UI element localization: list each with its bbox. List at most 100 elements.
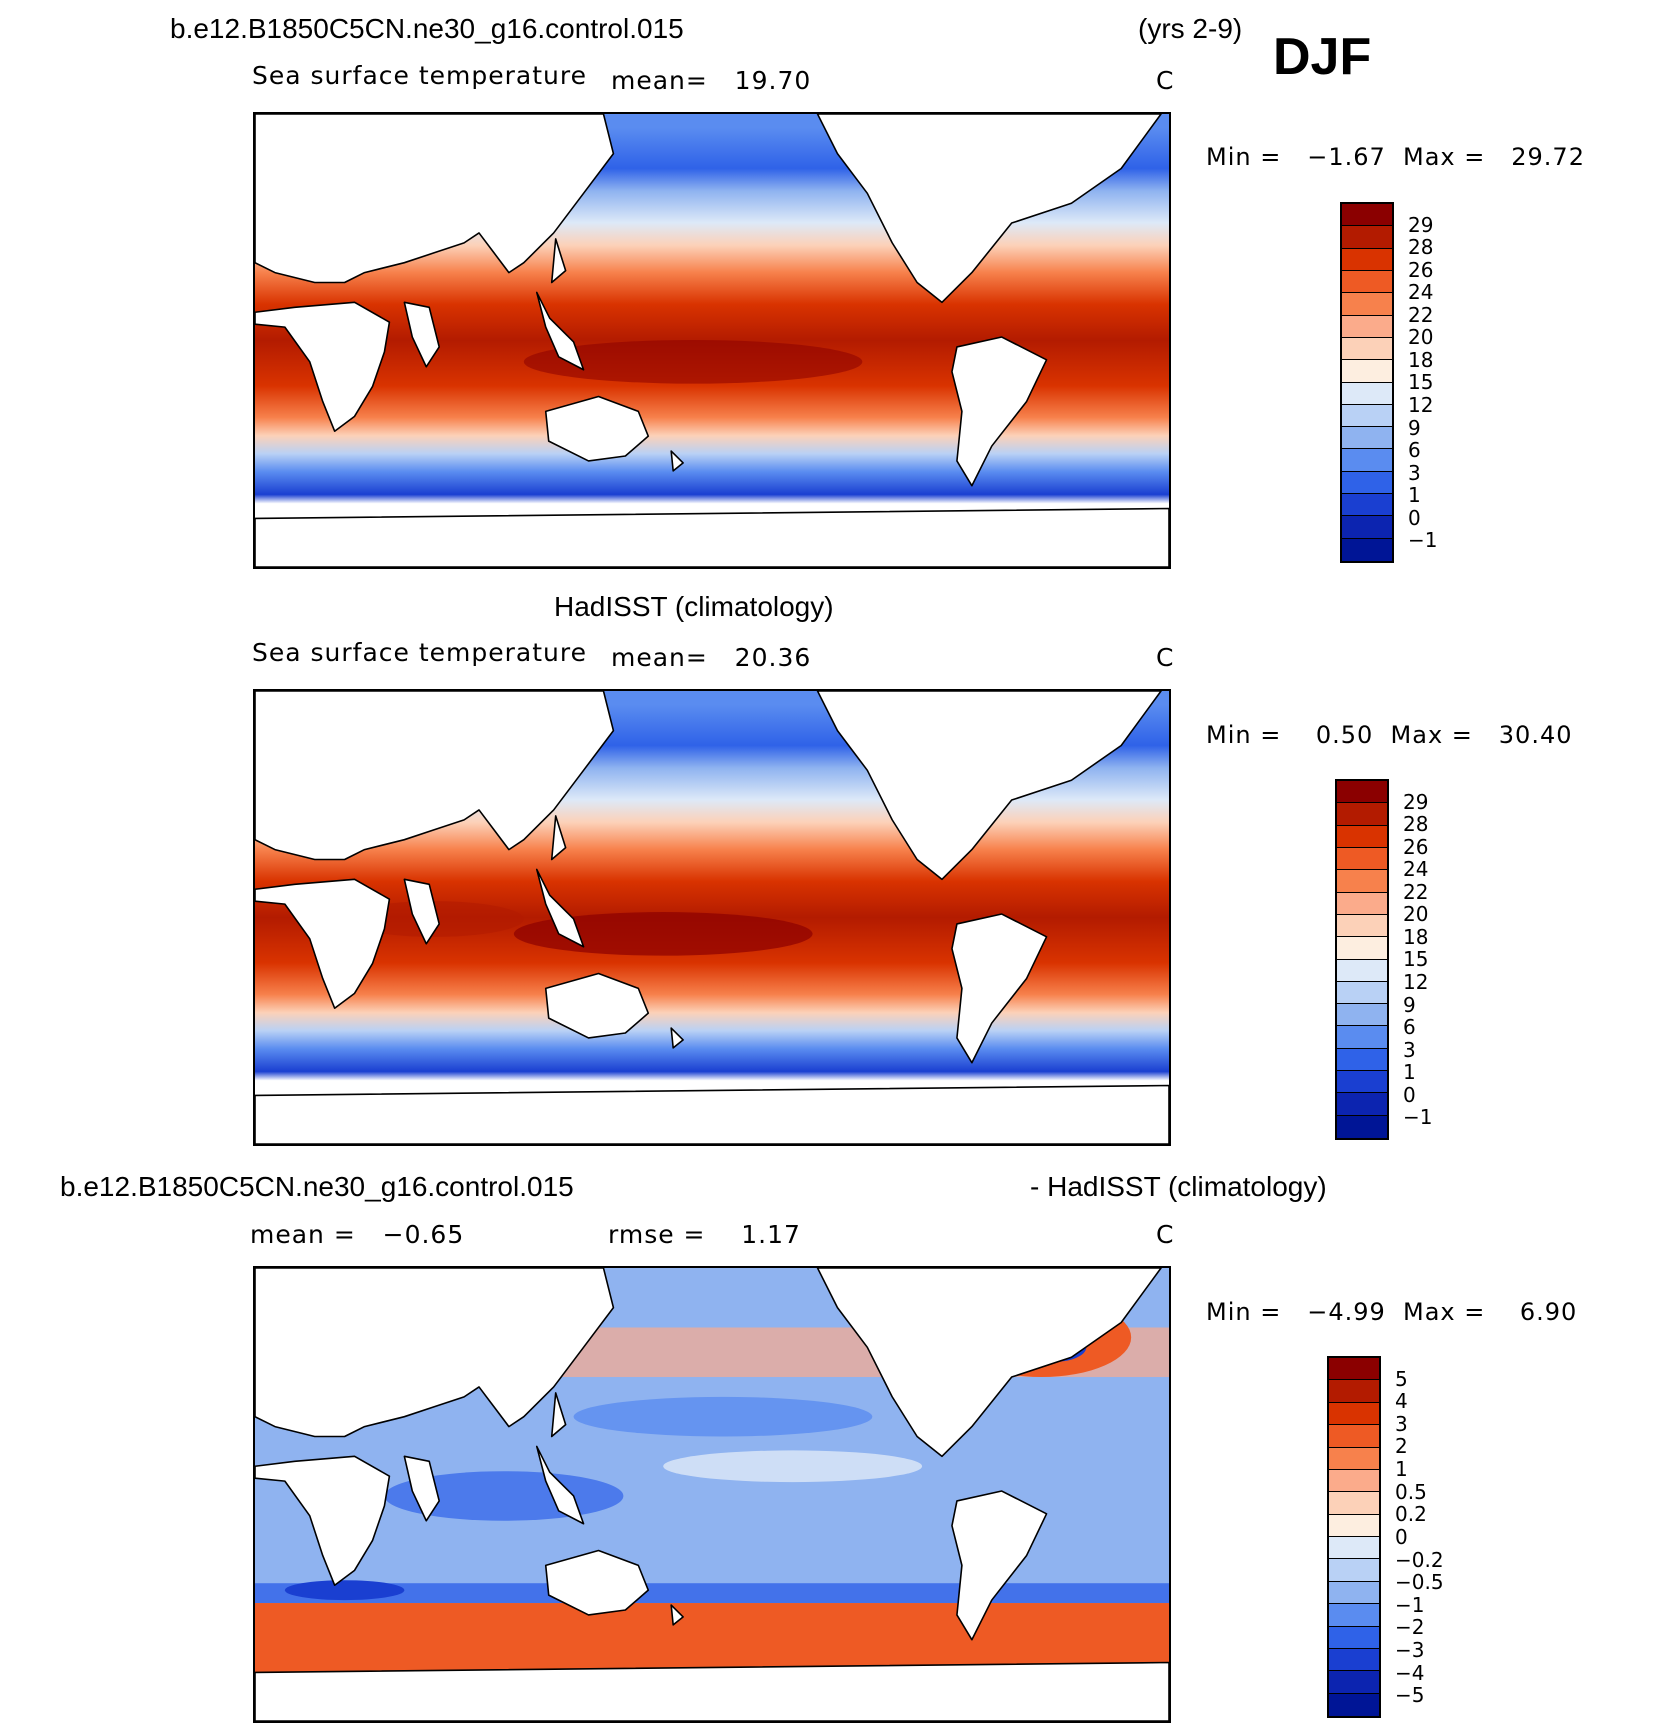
colorbar-swatch (1337, 914, 1387, 938)
colorbar-label: 6 (1403, 1015, 1416, 1040)
colorbar-label: 0 (1408, 505, 1421, 530)
colorbar-swatch (1329, 1648, 1379, 1672)
panel3-colorbar (1327, 1356, 1381, 1718)
colorbar-swatch (1342, 293, 1392, 316)
colorbar-label: 1 (1403, 1060, 1416, 1085)
colorbar-label: 24 (1403, 857, 1429, 882)
colorbar-label: −5 (1395, 1683, 1425, 1708)
colorbar-swatch (1342, 404, 1392, 428)
colorbar-swatch (1329, 1447, 1379, 1470)
panel1-variable: Sea surface temperature (252, 61, 587, 90)
colorbar-swatch (1329, 1425, 1379, 1448)
colorbar-swatch (1342, 204, 1392, 227)
colorbar-swatch (1337, 937, 1387, 960)
colorbar-label: 0.5 (1395, 1479, 1427, 1504)
colorbar-swatch (1342, 471, 1392, 495)
colorbar-label: 15 (1408, 370, 1434, 395)
colorbar-label: 20 (1403, 902, 1429, 927)
colorbar-label: 1 (1408, 483, 1421, 508)
colorbar-swatch (1337, 1093, 1387, 1116)
colorbar-swatch (1342, 248, 1392, 271)
colorbar-label: 5 (1395, 1366, 1408, 1391)
colorbar-label: 15 (1403, 947, 1429, 972)
panel2-map-svg (255, 691, 1169, 1144)
colorbar-swatch (1337, 781, 1387, 804)
panel3-title-right: - HadISST (climatology) (1030, 1171, 1327, 1202)
colorbar-label: 29 (1408, 212, 1434, 237)
colorbar-label: −4 (1395, 1660, 1425, 1685)
panel1-units: C (1156, 66, 1175, 95)
colorbar-swatch (1329, 1380, 1379, 1403)
panel2-mean: mean= 20.36 (611, 643, 812, 672)
colorbar-label: 1 (1395, 1457, 1408, 1481)
colorbar-label: −3 (1395, 1638, 1425, 1662)
panel3-rmse: rmse = 1.17 (608, 1220, 801, 1249)
colorbar-swatch (1337, 1048, 1387, 1072)
colorbar-swatch (1329, 1693, 1379, 1716)
panel1-map-svg (255, 114, 1169, 567)
colorbar-swatch (1342, 538, 1392, 561)
colorbar-label: 28 (1403, 812, 1429, 837)
colorbar-swatch (1337, 825, 1387, 848)
colorbar-swatch (1329, 1626, 1379, 1649)
panel2-title: HadISST (climatology) (554, 591, 834, 622)
colorbar-swatch (1342, 516, 1392, 539)
colorbar-label: 0.2 (1395, 1502, 1427, 1527)
panel2-units: C (1156, 643, 1175, 672)
panel1-colorbar (1340, 202, 1394, 563)
panel3-map-svg (255, 1268, 1169, 1721)
colorbar-swatch (1337, 892, 1387, 915)
panel3-title-left: b.e12.B1850C5CN.ne30_g16.control.015 (60, 1171, 574, 1202)
colorbar-swatch (1329, 1559, 1379, 1582)
colorbar-label: 20 (1408, 325, 1434, 350)
colorbar-label: 22 (1408, 302, 1434, 327)
colorbar-label: −0.2 (1395, 1547, 1444, 1572)
panel2-colorbar (1335, 779, 1389, 1140)
colorbar-swatch (1337, 1026, 1387, 1049)
colorbar-label: 26 (1408, 257, 1434, 282)
colorbar-swatch (1329, 1581, 1379, 1605)
colorbar-swatch (1342, 494, 1392, 517)
colorbar-label: 4 (1395, 1389, 1408, 1414)
colorbar-swatch (1329, 1671, 1379, 1694)
colorbar-swatch (1329, 1492, 1379, 1515)
panel1-map (253, 112, 1171, 569)
colorbar-swatch (1337, 1115, 1387, 1138)
colorbar-label: 9 (1408, 415, 1421, 440)
colorbar-label: −1 (1395, 1592, 1425, 1617)
colorbar-swatch (1329, 1514, 1379, 1537)
colorbar-swatch (1337, 847, 1387, 871)
colorbar-swatch (1329, 1358, 1379, 1381)
colorbar-label: 28 (1408, 235, 1434, 260)
colorbar-swatch (1337, 1004, 1387, 1027)
colorbar-swatch (1342, 449, 1392, 472)
colorbar-label: 0 (1395, 1524, 1408, 1549)
colorbar-label: 3 (1395, 1411, 1408, 1436)
colorbar-swatch (1342, 226, 1392, 249)
colorbar-swatch (1342, 337, 1392, 361)
case-name-title: b.e12.B1850C5CN.ne30_g16.control.015 (170, 13, 684, 44)
colorbar-swatch (1337, 803, 1387, 826)
colorbar-swatch (1329, 1402, 1379, 1426)
colorbar-swatch (1329, 1604, 1379, 1627)
panel2-variable: Sea surface temperature (252, 638, 587, 667)
colorbar-label: −2 (1395, 1615, 1425, 1640)
colorbar-swatch (1337, 959, 1387, 982)
colorbar-label: 22 (1403, 879, 1429, 904)
colorbar-label: −1 (1408, 528, 1438, 553)
panel2-minmax: Min = 0.50 Max = 30.40 (1206, 721, 1573, 749)
colorbar-label: 26 (1403, 834, 1429, 859)
colorbar-swatch (1337, 870, 1387, 893)
colorbar-label: 3 (1403, 1037, 1416, 1062)
colorbar-label: 24 (1408, 280, 1434, 305)
years-label: (yrs 2-9) (1138, 13, 1243, 44)
colorbar-label: −0.5 (1395, 1570, 1444, 1595)
colorbar-swatch (1342, 270, 1392, 294)
colorbar-label: 18 (1408, 347, 1434, 372)
colorbar-swatch (1342, 315, 1392, 338)
panel1-mean: mean= 19.70 (611, 66, 812, 95)
colorbar-label: 6 (1408, 438, 1421, 463)
colorbar-label: 3 (1408, 460, 1421, 485)
colorbar-label: −1 (1403, 1105, 1433, 1130)
panel3-minmax: Min = −4.99 Max = 6.90 (1206, 1298, 1578, 1326)
